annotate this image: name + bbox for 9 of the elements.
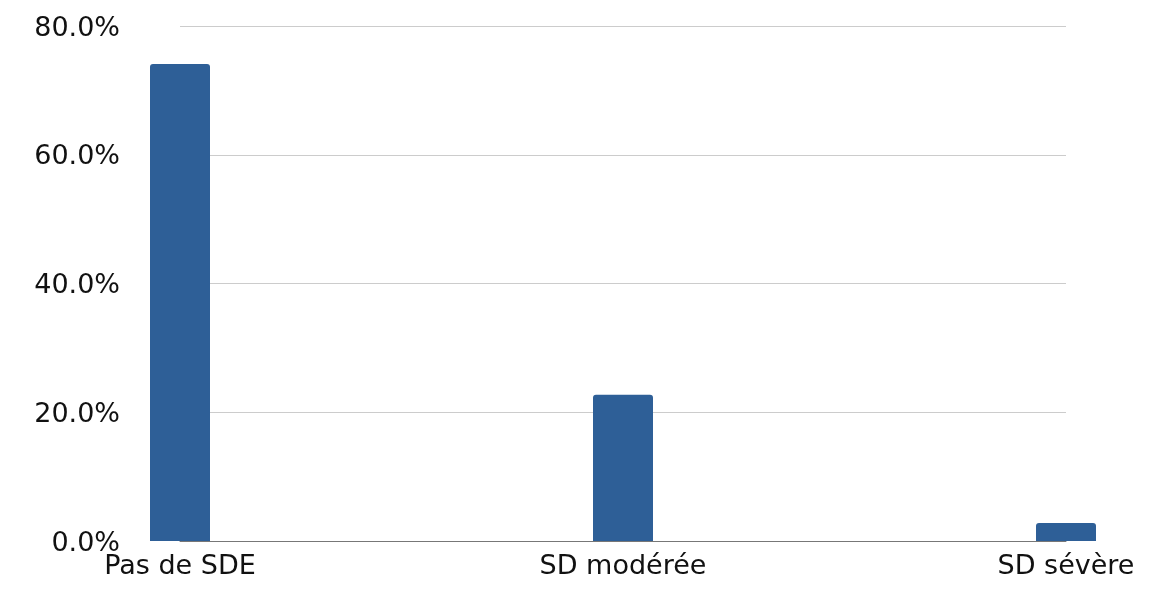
bar <box>593 394 653 541</box>
x-tick-label: SD sévère <box>997 549 1135 580</box>
bar <box>150 63 210 541</box>
bar <box>1036 522 1096 541</box>
y-tick-label: 40.0% <box>34 268 120 299</box>
y-tick-label: 20.0% <box>34 396 120 428</box>
y-tick-label: 60.0% <box>34 139 120 171</box>
x-tick-label: SD modérée <box>539 549 707 580</box>
y-tick-label: 80.0% <box>34 10 120 42</box>
